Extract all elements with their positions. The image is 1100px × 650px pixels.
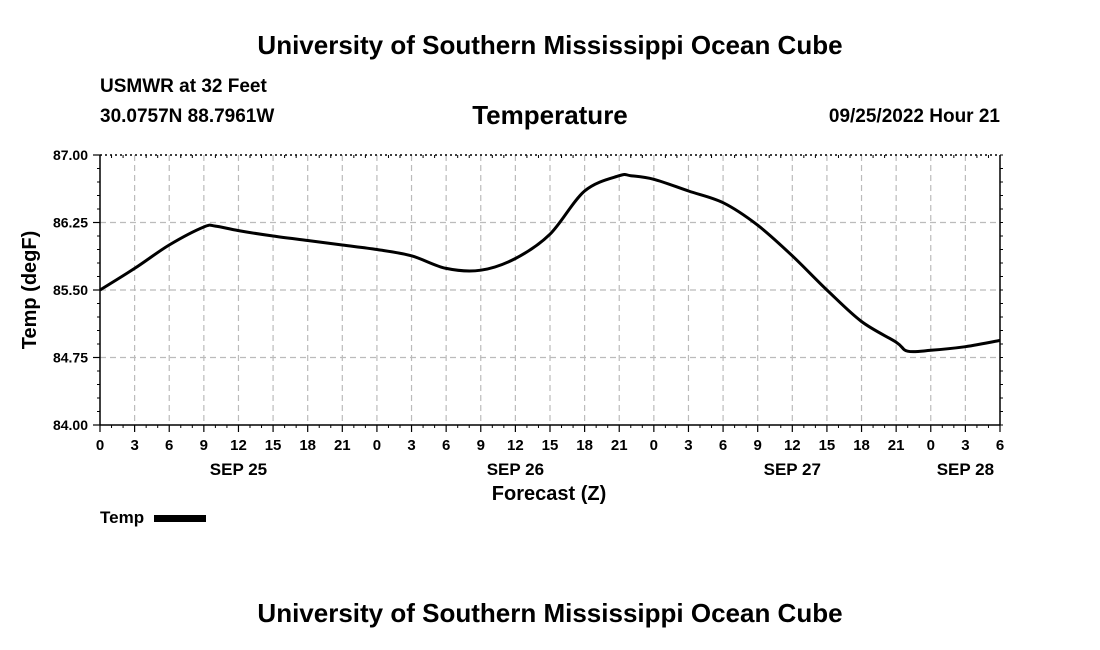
run-time-label: 09/25/2022 Hour 21 <box>828 106 1000 127</box>
x-tick-label: 12 <box>507 437 524 454</box>
grid <box>100 155 1000 425</box>
x-tick-label: 18 <box>853 437 870 454</box>
date-label: SEP 26 <box>487 460 544 479</box>
x-tick-label: 0 <box>650 437 658 454</box>
legend: Temp <box>100 508 207 528</box>
axes: 0 3 6 9 12 15 18 21 0 3 6 9 12 15 18 21 0 3 6 9 12 15 18 21 0 3 6 8… <box>53 147 1004 479</box>
y-tick-label: 86.25 <box>53 215 88 231</box>
date-label: SEP 27 <box>764 460 821 479</box>
x-tick-label: 12 <box>230 437 247 454</box>
x-tick-label: 9 <box>200 437 208 454</box>
page-title: University of Southern Mississippi Ocean… <box>257 30 843 60</box>
x-tick-label: 21 <box>888 437 905 454</box>
series <box>99 172 1001 354</box>
x-tick-label: 0 <box>373 437 381 454</box>
date-label: SEP 28 <box>937 460 994 479</box>
x-tick-label: 3 <box>961 437 969 454</box>
x-tick-label: 0 <box>927 437 935 454</box>
x-tick-label: 9 <box>754 437 762 454</box>
x-tick-label: 21 <box>334 437 351 454</box>
x-tick-label: 15 <box>265 437 282 454</box>
x-tick-label: 6 <box>442 437 450 454</box>
station-label: USMWR at 32 Feet <box>100 76 267 97</box>
coordinates-label: 30.0757N 88.7961W <box>100 106 275 127</box>
x-tick-label: 15 <box>542 437 559 454</box>
x-tick-label: 18 <box>576 437 593 454</box>
y-tick-label: 85.50 <box>53 282 88 298</box>
x-tick-label: 18 <box>299 437 316 454</box>
x-tick-label: 6 <box>996 437 1004 454</box>
x-tick-label: 12 <box>784 437 801 454</box>
x-tick-label: 21 <box>611 437 628 454</box>
series-line-temp <box>99 172 1001 354</box>
x-tick-label: 3 <box>407 437 415 454</box>
x-tick-label: 3 <box>130 437 138 454</box>
y-tick-label: 84.00 <box>53 417 88 433</box>
y-axis-label: Temp (degF) <box>19 231 41 350</box>
legend-label: Temp <box>100 508 145 527</box>
chart-title: Temperature <box>472 100 628 130</box>
date-label: SEP 25 <box>210 460 267 479</box>
x-axis-label: Forecast (Z) <box>492 483 606 505</box>
x-tick-label: 3 <box>684 437 692 454</box>
y-tick-label: 84.75 <box>53 350 88 366</box>
footer-title: University of Southern Mississippi Ocean… <box>257 598 843 628</box>
y-tick-label: 87.00 <box>53 147 88 163</box>
legend-line-swatch <box>154 514 207 522</box>
x-tick-label: 15 <box>819 437 836 454</box>
x-tick-label: 6 <box>165 437 173 454</box>
x-tick-label: 9 <box>477 437 485 454</box>
x-tick-label: 6 <box>719 437 727 454</box>
x-tick-label: 0 <box>96 437 104 454</box>
